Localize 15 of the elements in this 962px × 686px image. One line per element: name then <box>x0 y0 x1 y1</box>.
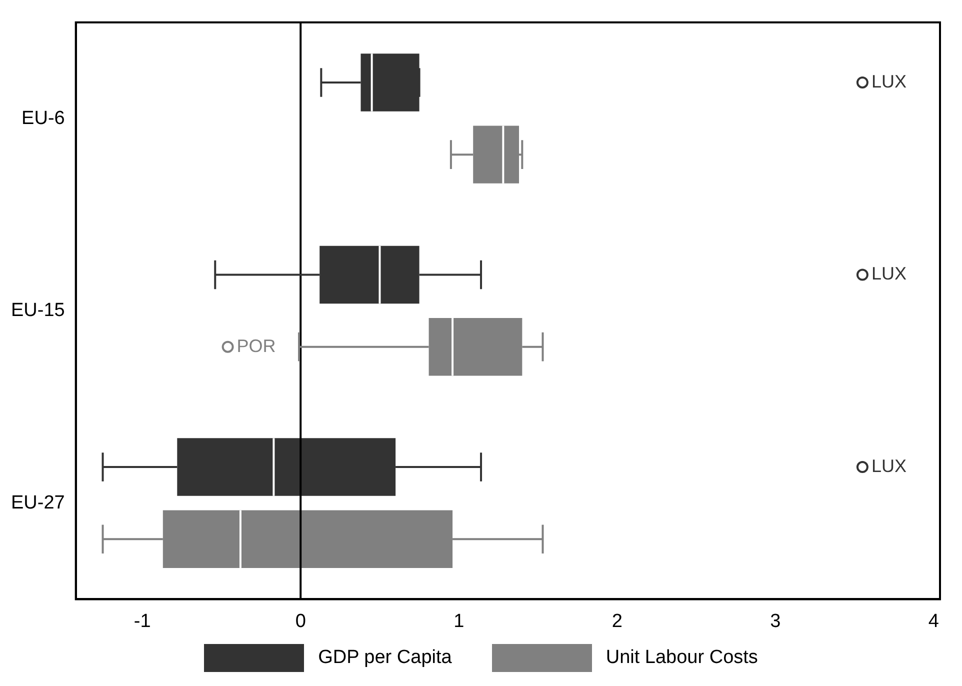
text: GDP per Capita <box>318 647 452 669</box>
x-tick-label: 1 <box>454 610 464 632</box>
y-tick-label: EU-27 <box>10 492 65 514</box>
x-tick-label: 3 <box>770 610 781 632</box>
y-tick-label: EU-6 <box>22 108 65 129</box>
annotation: LUX <box>871 456 906 476</box>
text: Unit Labour Costs <box>606 647 758 669</box>
annotation: LUX <box>871 71 906 92</box>
x-tick-label: -1 <box>134 610 151 632</box>
x-tick-label: 4 <box>928 610 940 632</box>
y-tick-label: EU-15 <box>10 300 65 322</box>
x-tick-label: 2 <box>612 610 622 632</box>
annotation: POR <box>236 336 276 356</box>
x-tick-label: 0 <box>295 610 306 632</box>
annotation: LUX <box>871 264 906 284</box>
